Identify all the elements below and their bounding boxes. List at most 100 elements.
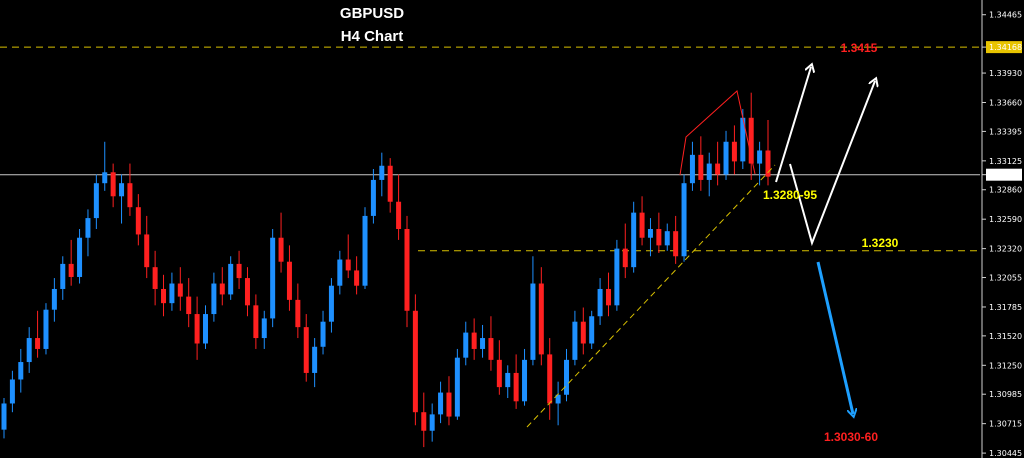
- candle-body: [286, 261, 292, 300]
- candle-body: [270, 237, 276, 319]
- candle-body: [765, 150, 771, 177]
- candle: [135, 194, 141, 246]
- candle: [387, 158, 393, 213]
- candle: [555, 381, 561, 426]
- candle-body: [412, 310, 418, 413]
- candles: [1, 92, 771, 448]
- candle: [35, 310, 41, 358]
- candle: [438, 381, 444, 424]
- candle: [748, 92, 754, 180]
- candle: [127, 163, 133, 216]
- candle: [522, 348, 528, 406]
- candle-body: [295, 299, 301, 328]
- candle: [564, 348, 570, 402]
- marked-price-box: [986, 41, 1022, 54]
- candle-body: [379, 165, 385, 180]
- candle-body: [396, 201, 402, 229]
- axis-tick-label: 1.31785: [989, 303, 1022, 312]
- candle-body: [320, 321, 326, 347]
- candle-body: [119, 183, 125, 197]
- price-axis: 1.34465 1.34168 1.33930 1.33660 1.33395 1.331…: [981, 0, 1022, 458]
- candle-body: [605, 288, 611, 306]
- candle-body: [664, 231, 670, 246]
- candle-body: [614, 248, 620, 306]
- candle: [228, 256, 234, 300]
- axis-tick-label: 1.32320: [989, 245, 1022, 254]
- candle: [429, 403, 435, 442]
- candle-body: [547, 354, 553, 404]
- candle: [454, 348, 460, 420]
- candle: [219, 267, 225, 306]
- candle: [488, 316, 494, 371]
- candle: [303, 314, 309, 382]
- candle: [144, 215, 150, 279]
- candle-body: [564, 359, 570, 395]
- candle-body: [337, 259, 343, 286]
- candle: [614, 239, 620, 311]
- white-up-arrow: [775, 67, 811, 183]
- candle: [715, 141, 721, 186]
- candle-body: [689, 154, 695, 184]
- candle: [211, 272, 217, 322]
- white-up-arrow: [789, 81, 875, 247]
- candle-body: [77, 237, 83, 277]
- candle: [110, 163, 116, 208]
- candle-body: [303, 327, 309, 373]
- candle-body: [731, 141, 737, 162]
- price-annotation: 1.3230: [862, 236, 899, 250]
- candle: [404, 215, 410, 328]
- candle: [698, 136, 704, 191]
- candle-body: [631, 212, 637, 268]
- axis-tick-label: 1.30985: [989, 390, 1022, 399]
- candle: [202, 305, 208, 349]
- candle-body: [35, 338, 41, 349]
- candle-body: [253, 305, 259, 339]
- candle-body: [211, 283, 217, 315]
- candle-body: [429, 414, 435, 431]
- drawings: [526, 67, 875, 428]
- candle-body: [698, 154, 704, 180]
- candle: [673, 215, 679, 264]
- candle-body: [757, 150, 763, 164]
- chart-title: GBPUSD: [340, 5, 404, 22]
- candle: [119, 174, 125, 224]
- candle: [706, 152, 712, 197]
- candle-body: [723, 141, 729, 175]
- candle: [194, 296, 200, 360]
- candle-body: [228, 263, 234, 295]
- candle: [656, 212, 662, 253]
- axis-tick-label: 1.32055: [989, 274, 1022, 283]
- candle-body: [522, 359, 528, 402]
- candle-body: [93, 183, 99, 219]
- candle: [547, 338, 553, 420]
- candle-body: [43, 309, 49, 349]
- candle: [765, 119, 771, 186]
- trendline: [526, 164, 776, 428]
- candle-body: [102, 172, 108, 184]
- candle: [446, 376, 452, 426]
- candle: [43, 303, 49, 355]
- candle: [631, 201, 637, 273]
- candle: [370, 169, 376, 224]
- candle: [18, 348, 24, 393]
- candle: [93, 174, 99, 229]
- candle-body: [152, 267, 158, 289]
- candle-body: [202, 314, 208, 344]
- candle-body: [538, 283, 544, 355]
- candle: [463, 321, 469, 366]
- candle-body: [60, 263, 66, 289]
- candle-body: [169, 283, 175, 304]
- candle-body: [362, 215, 368, 286]
- candle: [68, 239, 74, 286]
- candle-body: [345, 259, 351, 271]
- candle: [152, 250, 158, 306]
- candle-body: [236, 263, 242, 279]
- candle: [177, 267, 183, 311]
- candle: [597, 278, 603, 325]
- axis-tick-label: 1.33395: [989, 127, 1022, 136]
- candle-body: [244, 278, 250, 306]
- candle-body: [68, 263, 74, 277]
- candle-body: [177, 283, 183, 297]
- candle: [681, 174, 687, 262]
